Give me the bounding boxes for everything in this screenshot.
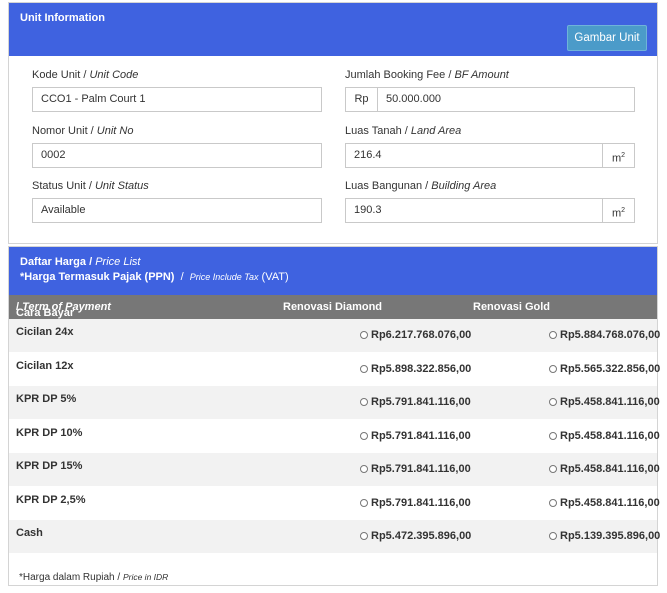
radio-button[interactable] — [360, 532, 368, 540]
radio-button[interactable] — [549, 465, 557, 473]
diamond-price-option[interactable]: Rp5.791.841.116,00 — [360, 463, 471, 475]
building-area-label: Luas Bangunan / Building Area — [345, 180, 497, 192]
payment-term-label: KPR DP 2,5% — [16, 493, 86, 506]
unit-information-header: Unit Information Gambar Unit — [9, 3, 657, 56]
booking-fee-field[interactable]: 50.000.000 — [377, 87, 635, 112]
table-row: KPR DP 15% Rp5.791.841.116,00 Rp5.458.841.… — [9, 453, 660, 486]
payment-term-label: KPR DP 5% — [16, 393, 77, 405]
price-table-header: Cara Bayar / Term of Payment Renovasi Di… — [9, 295, 657, 319]
radio-button[interactable] — [360, 431, 368, 440]
land-area-field[interactable]: 216.4 — [345, 143, 603, 168]
radio-button[interactable] — [360, 331, 368, 339]
status-unit-field[interactable]: Available — [32, 198, 322, 223]
payment-term-label: Cicilan 24x — [16, 326, 74, 338]
gold-column-header: Renovasi Gold — [473, 301, 551, 313]
booking-fee-label: Jumlah Booking Fee / BF Amount — [345, 69, 509, 81]
radio-button[interactable] — [549, 498, 557, 507]
table-row: KPR DP 5% Rp5.791.841.116,00 Rp5.458.841.1… — [9, 386, 660, 419]
radio-button[interactable] — [549, 398, 557, 406]
diamond-price-value: Rp5.472.395.896,00 — [371, 530, 472, 542]
diamond-price-option[interactable]: Rp5.791.841.116,00 — [360, 430, 471, 442]
diamond-price-option[interactable]: Rp5.791.841.116,00 — [360, 497, 471, 509]
price-list-header: Daftar Harga / Price List *Harga Termasu… — [9, 247, 657, 295]
diamond-price-value: Rp5.791.841.116,00 — [371, 496, 471, 509]
currency-footnote: *Harga dalam Rupiah / Price in IDR — [19, 572, 169, 583]
diamond-price-value: Rp5.791.841.116,00 — [371, 396, 471, 408]
unit-information-title: Unit Information — [20, 12, 105, 24]
diamond-price-value: Rp5.898.322.856,00 — [371, 362, 472, 375]
gold-price-value: Rp5.458.841.116,00 — [560, 496, 660, 509]
gold-price-value: Rp5.884.768.076,00 — [560, 329, 661, 341]
payment-term-label: KPR DP 10% — [16, 426, 83, 439]
diamond-price-option[interactable]: Rp5.472.395.896,00 — [360, 530, 471, 542]
payment-term-label: Cash — [16, 527, 43, 539]
gold-price-option[interactable]: Rp5.458.841.116,00 — [549, 497, 660, 509]
table-row: KPR DP 2,5% Rp5.791.841.116,00 Rp5.458.841… — [9, 487, 660, 520]
radio-button[interactable] — [549, 431, 557, 440]
diamond-price-option[interactable]: Rp5.791.841.116,00 — [360, 396, 471, 408]
radio-button[interactable] — [549, 364, 557, 373]
gold-price-option[interactable]: Rp5.139.395.896,00 — [549, 530, 660, 542]
gold-price-option[interactable]: Rp5.458.841.116,00 — [549, 463, 660, 475]
kode-unit-label: Kode Unit / Unit Code — [32, 69, 139, 81]
gold-price-option[interactable]: Rp5.458.841.116,00 — [549, 430, 660, 442]
status-unit-label: Status Unit / Unit Status — [32, 180, 149, 192]
payment-term-label: KPR DP 15% — [16, 460, 83, 472]
gambar-unit-button[interactable]: Gambar Unit — [567, 25, 647, 51]
gold-price-option[interactable]: Rp5.458.841.116,00 — [549, 396, 660, 408]
diamond-column-header: Renovasi Diamond — [283, 301, 383, 313]
radio-button[interactable] — [360, 498, 368, 507]
payment-term-label: Cicilan 12x — [16, 359, 74, 372]
diamond-price-value: Rp6.217.768.076,00 — [371, 329, 472, 341]
gold-price-value: Rp5.458.841.116,00 — [560, 429, 660, 442]
gold-price-value: Rp5.139.395.896,00 — [560, 530, 661, 542]
radio-button[interactable] — [549, 532, 557, 540]
land-area-label: Luas Tanah / Land Area — [345, 125, 462, 137]
unit-information-panel: Unit Information Gambar Unit Kode Unit /… — [8, 2, 658, 244]
diamond-price-option[interactable]: Rp6.217.768.076,00 — [360, 329, 471, 341]
radio-button[interactable] — [360, 465, 368, 473]
radio-button[interactable] — [549, 331, 557, 339]
gold-price-value: Rp5.565.322.856,00 — [560, 362, 661, 375]
gold-price-value: Rp5.458.841.116,00 — [560, 463, 660, 475]
table-row: Cicilan 24x Rp6.217.768.076,00 Rp5.884.768… — [9, 319, 660, 352]
radio-button[interactable] — [360, 398, 368, 406]
nomor-unit-label: Nomor Unit / Unit No — [32, 125, 134, 137]
gold-price-option[interactable]: Rp5.884.768.076,00 — [549, 329, 660, 341]
table-row: KPR DP 10% Rp5.791.841.116,00 Rp5.458.841.… — [9, 420, 660, 453]
land-area-unit: m2 — [602, 143, 635, 168]
nomor-unit-field[interactable]: 0002 — [32, 143, 322, 168]
building-area-field[interactable]: 190.3 — [345, 198, 603, 223]
table-row: Cash Rp5.472.395.896,00 Rp5.139.395.896,00 — [9, 520, 660, 553]
price-list-title: Daftar Harga / Price List — [20, 256, 141, 268]
gold-price-option[interactable]: Rp5.565.322.856,00 — [549, 363, 660, 375]
kode-unit-field[interactable]: CCO1 - Palm Court 1 — [32, 87, 322, 112]
diamond-price-value: Rp5.791.841.116,00 — [371, 429, 471, 442]
building-area-unit: m2 — [602, 198, 635, 223]
diamond-price-option[interactable]: Rp5.898.322.856,00 — [360, 363, 471, 375]
price-list-panel: Daftar Harga / Price List *Harga Termasu… — [8, 246, 660, 586]
table-row: Cicilan 12x Rp5.898.322.856,00 Rp5.565.322… — [9, 353, 660, 386]
booking-fee-prefix: Rp — [345, 87, 378, 112]
tax-note: *Harga Termasuk Pajak (PPN) / Price Incl… — [20, 271, 289, 283]
radio-button[interactable] — [360, 364, 368, 373]
payment-column-header: Cara Bayar / Term of Payment — [16, 301, 111, 319]
diamond-price-value: Rp5.791.841.116,00 — [371, 463, 471, 475]
gold-price-value: Rp5.458.841.116,00 — [560, 396, 660, 408]
